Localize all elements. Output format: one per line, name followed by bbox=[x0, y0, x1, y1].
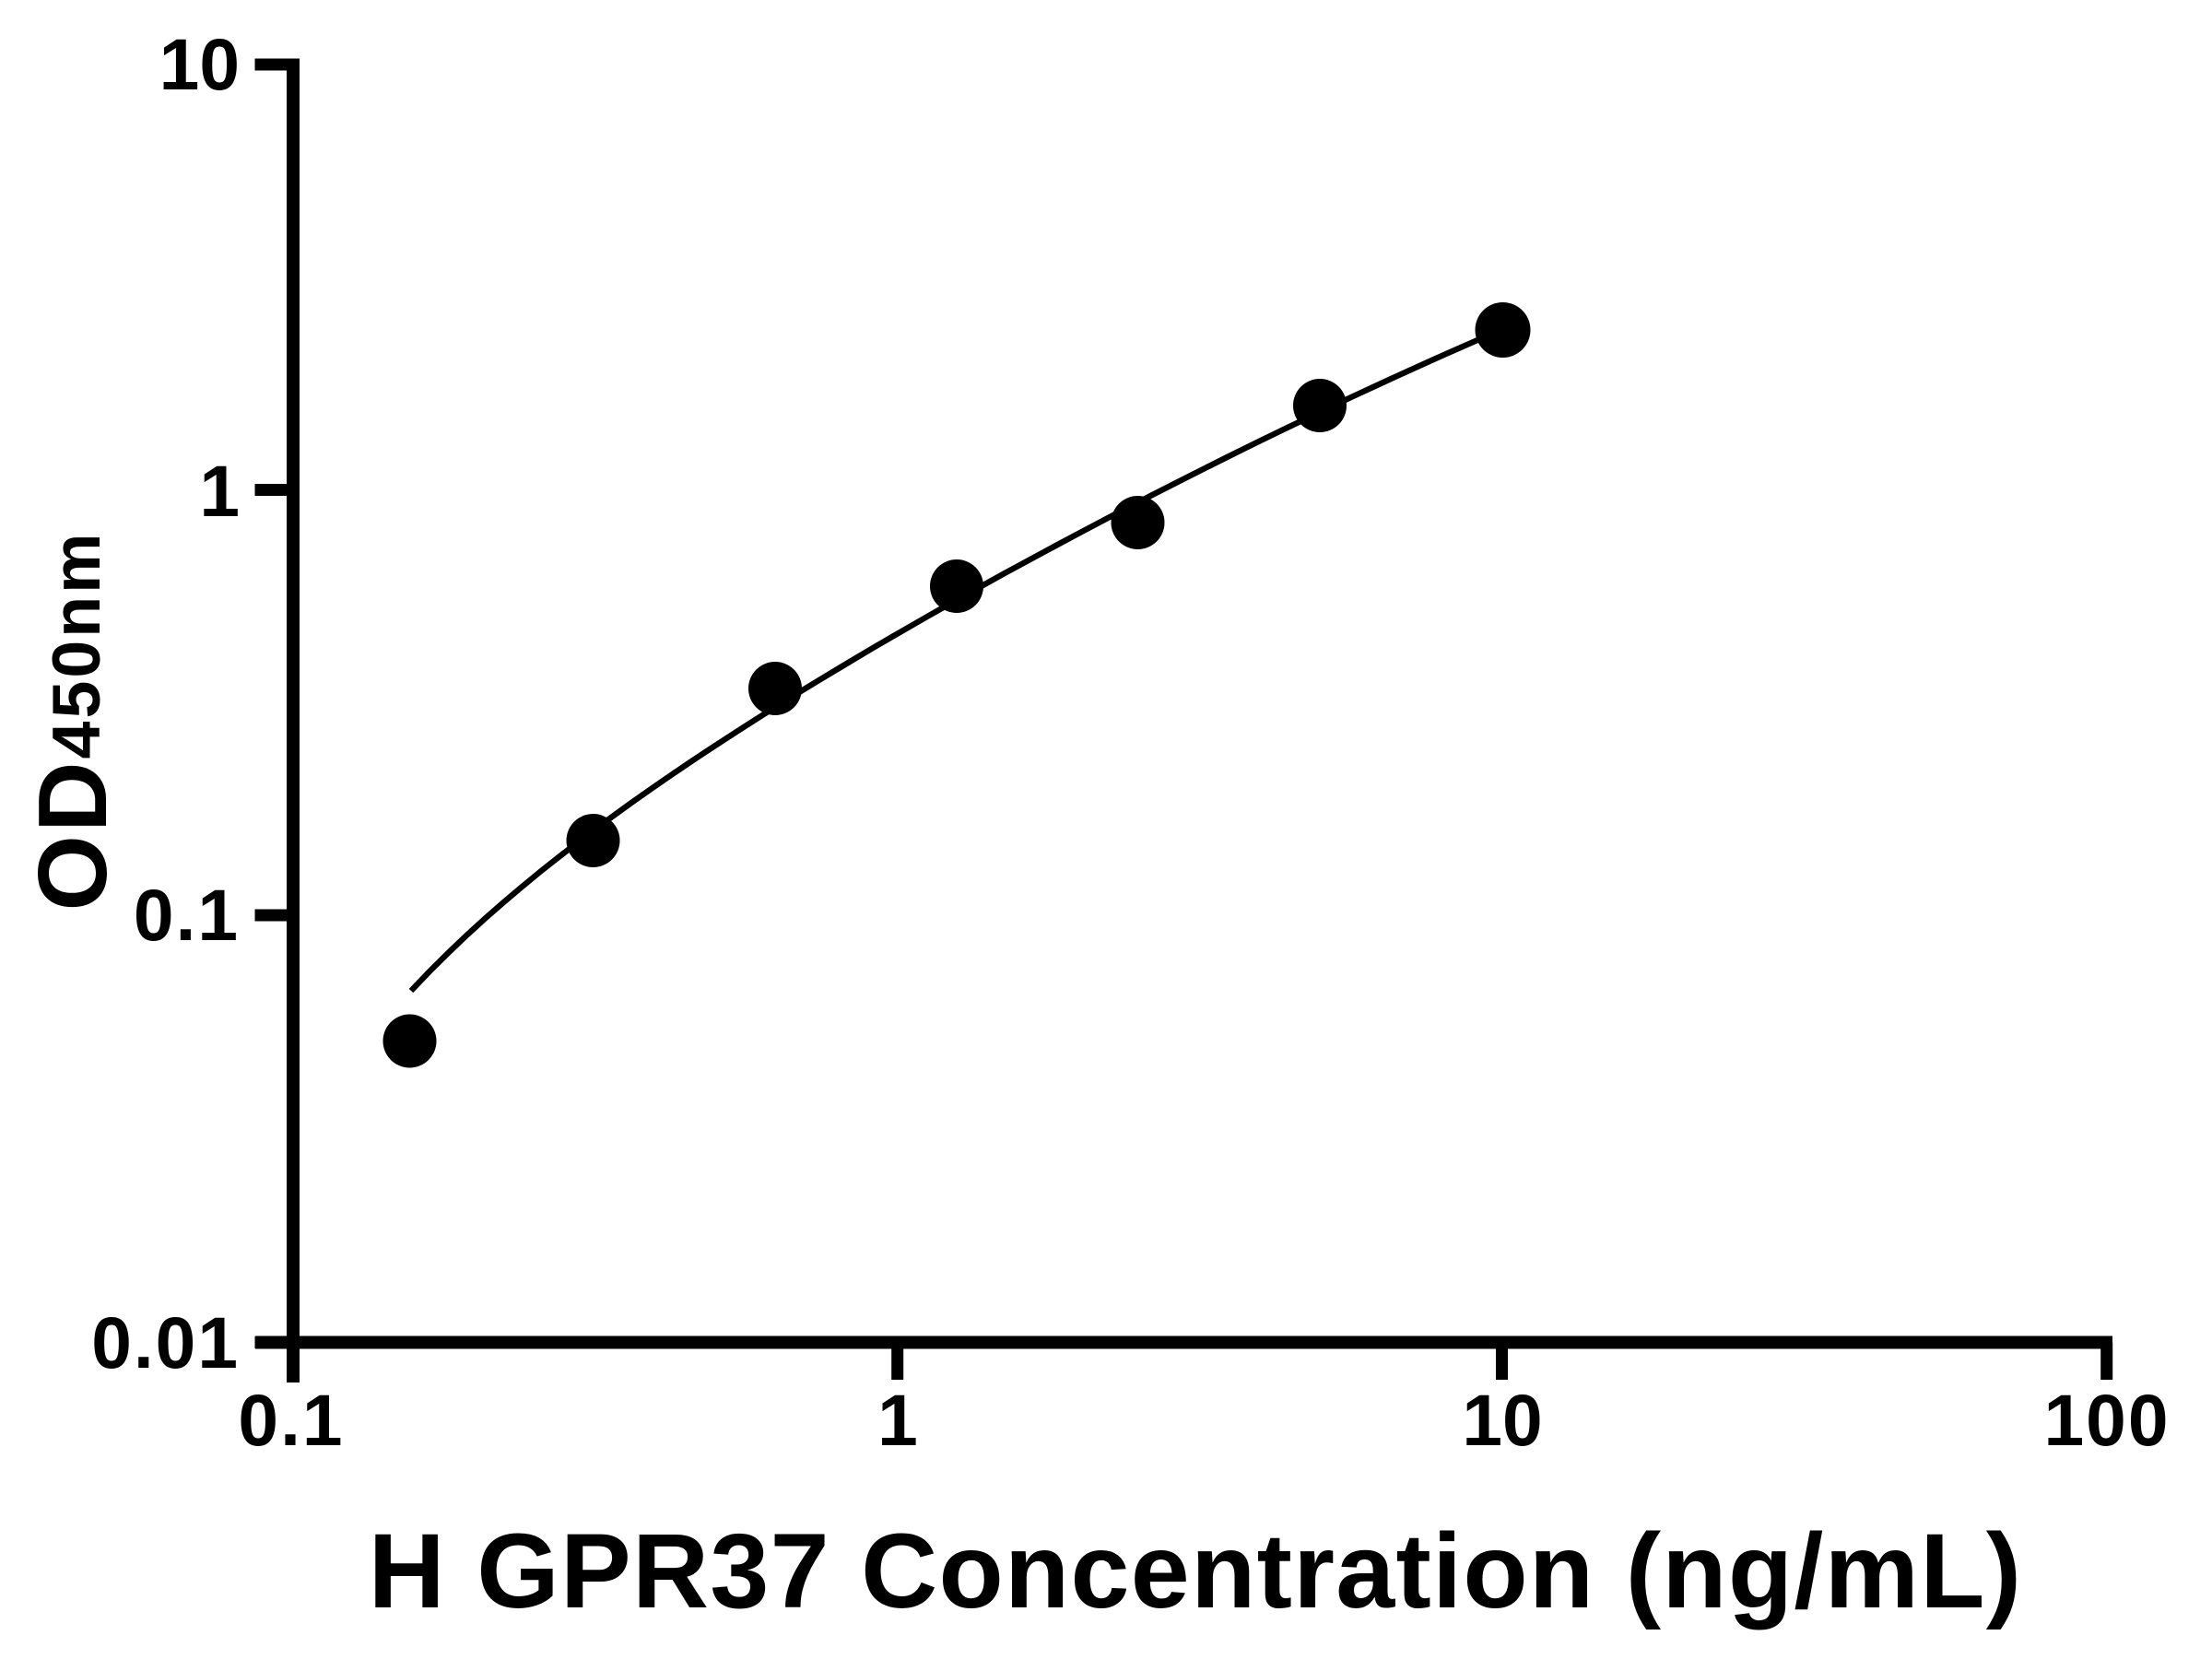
svg-text:1: 1 bbox=[877, 1380, 918, 1461]
svg-text:H GPR37 Concentration (ng/mL): H GPR37 Concentration (ng/mL) bbox=[369, 1512, 2023, 1630]
svg-text:0.1: 0.1 bbox=[134, 875, 240, 956]
svg-text:10: 10 bbox=[159, 24, 240, 105]
svg-text:0.1: 0.1 bbox=[238, 1380, 344, 1461]
svg-text:1: 1 bbox=[199, 451, 240, 532]
svg-text:100: 100 bbox=[2044, 1380, 2171, 1461]
svg-text:0.01: 0.01 bbox=[91, 1302, 240, 1383]
svg-text:10: 10 bbox=[1462, 1380, 1542, 1461]
